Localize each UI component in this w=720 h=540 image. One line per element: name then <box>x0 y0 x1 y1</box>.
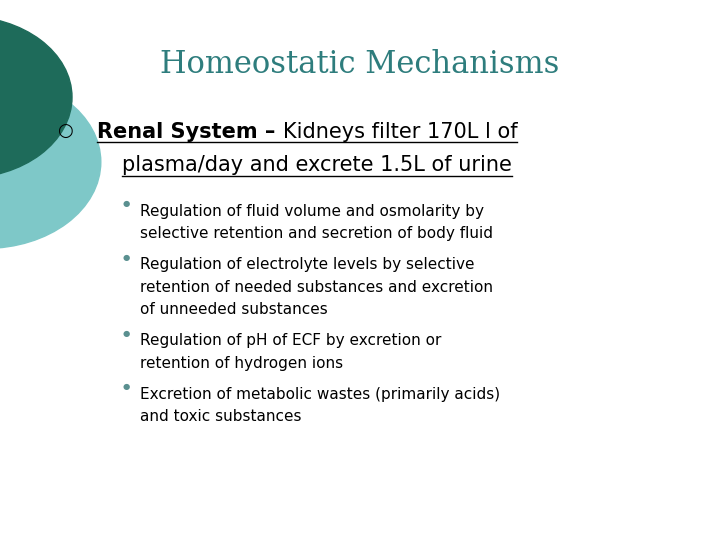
Text: ●: ● <box>122 199 130 208</box>
Text: retention of needed substances and excretion: retention of needed substances and excre… <box>140 280 493 295</box>
Text: Regulation of electrolyte levels by selective: Regulation of electrolyte levels by sele… <box>140 257 475 272</box>
Text: ●: ● <box>122 253 130 262</box>
Text: retention of hydrogen ions: retention of hydrogen ions <box>140 356 343 371</box>
Text: ●: ● <box>122 382 130 392</box>
Text: ○: ○ <box>57 122 73 139</box>
Circle shape <box>0 76 101 248</box>
Text: and toxic substances: and toxic substances <box>140 409 302 424</box>
Text: of unneeded substances: of unneeded substances <box>140 302 328 318</box>
Text: Regulation of pH of ECF by excretion or: Regulation of pH of ECF by excretion or <box>140 333 442 348</box>
Text: ●: ● <box>122 329 130 338</box>
Text: Excretion of metabolic wastes (primarily acids): Excretion of metabolic wastes (primarily… <box>140 387 500 402</box>
Text: Regulation of fluid volume and osmolarity by: Regulation of fluid volume and osmolarit… <box>140 204 485 219</box>
Text: Renal System –: Renal System – <box>97 122 283 141</box>
Text: selective retention and secretion of body fluid: selective retention and secretion of bod… <box>140 226 493 241</box>
Text: Kidneys filter 170L l of: Kidneys filter 170L l of <box>283 122 518 141</box>
Circle shape <box>0 16 72 178</box>
Text: Homeostatic Mechanisms: Homeostatic Mechanisms <box>161 49 559 79</box>
Text: plasma/day and excrete 1.5L of urine: plasma/day and excrete 1.5L of urine <box>122 155 512 175</box>
